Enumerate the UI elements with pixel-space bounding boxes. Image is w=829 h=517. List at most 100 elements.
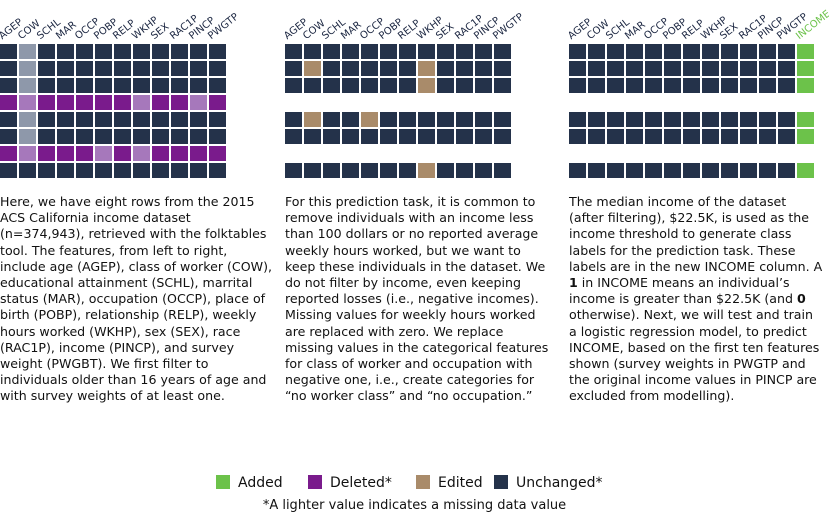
cell-unchanged: [437, 112, 454, 127]
cell-unchanged: [607, 61, 624, 76]
cell-deleted: [38, 95, 55, 110]
cell-unchanged: [683, 61, 700, 76]
cell-unchanged: [95, 112, 112, 127]
cell-unchanged: [133, 129, 150, 144]
cell-unchanged: [778, 78, 795, 93]
cell-unchanged: [437, 78, 454, 93]
cell-unchanged: [285, 112, 302, 127]
cell-unchanged: [588, 61, 605, 76]
cell-edited: [304, 112, 321, 127]
cell-unchanged: [152, 61, 169, 76]
cell-deleted-missing: [133, 95, 150, 110]
cell-unchanged: [209, 112, 226, 127]
cell-unchanged: [380, 129, 397, 144]
cell-unchanged: [645, 44, 662, 59]
cell-unchanged: [380, 78, 397, 93]
cell-unchanged: [494, 163, 511, 178]
cell-added: [797, 163, 814, 178]
cell-unchanged: [95, 78, 112, 93]
cell-deleted: [95, 95, 112, 110]
cell-unchanged: [171, 78, 188, 93]
cell-unchanged: [38, 163, 55, 178]
cell-unchanged: [759, 61, 776, 76]
text-segment: otherwise). Next, we will test and train…: [569, 307, 820, 404]
cell-unchanged: [0, 44, 17, 59]
cell-unchanged: [626, 129, 643, 144]
cell-unchanged: [759, 112, 776, 127]
cell-unchanged: [152, 129, 169, 144]
cell-unchanged: [626, 78, 643, 93]
cell-unchanged: [494, 112, 511, 127]
cell-unchanged: [418, 44, 435, 59]
panel-edited: AGEP COW SCHL MAR OCCP POBP RELP WKHP SEX RAC1P PI…: [282, 0, 550, 470]
cell-unchanged: [190, 44, 207, 59]
cell-unchanged: [171, 129, 188, 144]
cell-unchanged: [721, 129, 738, 144]
panel-description: For this prediction task, it is common t…: [285, 194, 549, 404]
cell-unchanged: [607, 78, 624, 93]
cell-edited: [418, 78, 435, 93]
cell-added: [797, 78, 814, 93]
cell-unchanged: [569, 78, 586, 93]
cell-unchanged: [0, 78, 17, 93]
cell-unchanged: [152, 78, 169, 93]
cell-unchanged: [133, 112, 150, 127]
cell-unchanged: [475, 61, 492, 76]
footnote: *A lighter value indicates a missing dat…: [262, 498, 567, 513]
cell-unchanged: [702, 44, 719, 59]
cell-unchanged: [475, 78, 492, 93]
cell-unchanged: [190, 129, 207, 144]
cell-unchanged: [133, 61, 150, 76]
cell-unchanged: [285, 163, 302, 178]
cell-unchanged: [740, 44, 757, 59]
cell-unchanged: [437, 44, 454, 59]
cell-unchanged: [778, 61, 795, 76]
cell-unchanged: [683, 129, 700, 144]
cell-unchanged: [114, 112, 131, 127]
cell-deleted: [171, 95, 188, 110]
cell-unchanged: [494, 129, 511, 144]
cell-deleted-missing: [133, 146, 150, 161]
cell-unchanged: [626, 61, 643, 76]
text-segment: The median income of the dataset (after …: [569, 194, 823, 274]
cell-unchanged: [588, 129, 605, 144]
cell-unchanged: [721, 112, 738, 127]
cell-unchanged: [361, 61, 378, 76]
cell-unchanged: [209, 78, 226, 93]
cell-unchanged: [285, 129, 302, 144]
cell-unchanged: [304, 44, 321, 59]
cell-unchanged: [76, 163, 93, 178]
cell-unchanged: [721, 163, 738, 178]
cell-deleted-missing: [19, 146, 36, 161]
cell-unchanged: [588, 78, 605, 93]
cell-unchanged: [209, 61, 226, 76]
cell-unchanged: [399, 78, 416, 93]
cell-unchanged: [569, 112, 586, 127]
cell-unchanged: [361, 129, 378, 144]
cell-unchanged: [399, 129, 416, 144]
cell-edited: [361, 112, 378, 127]
cell-added: [797, 61, 814, 76]
cell-unchanged: [399, 112, 416, 127]
cell-unchanged: [57, 44, 74, 59]
cell-unchanged: [114, 61, 131, 76]
cell-unchanged: [0, 129, 17, 144]
cell-unchanged: [740, 61, 757, 76]
panel-original: AGEP COW SCHL MAR OCCP POBP RELP WKHP SEX RAC1P PI…: [0, 0, 272, 470]
cell-deleted-missing: [19, 95, 36, 110]
cell-unchanged: [645, 61, 662, 76]
cell-deleted-missing: [190, 95, 207, 110]
cell-deleted: [0, 146, 17, 161]
cell-unchanged: [759, 78, 776, 93]
cell-unchanged: [494, 61, 511, 76]
cell-unchanged: [569, 129, 586, 144]
cell-unchanged: [171, 44, 188, 59]
cell-unchanged: [607, 112, 624, 127]
cell-deleted: [152, 95, 169, 110]
cell-unchanged: [740, 129, 757, 144]
cell-unchanged: [342, 112, 359, 127]
cell-unchanged: [323, 129, 340, 144]
cell-edited: [304, 61, 321, 76]
cell-unchanged: [475, 163, 492, 178]
cell-missing: [19, 61, 36, 76]
